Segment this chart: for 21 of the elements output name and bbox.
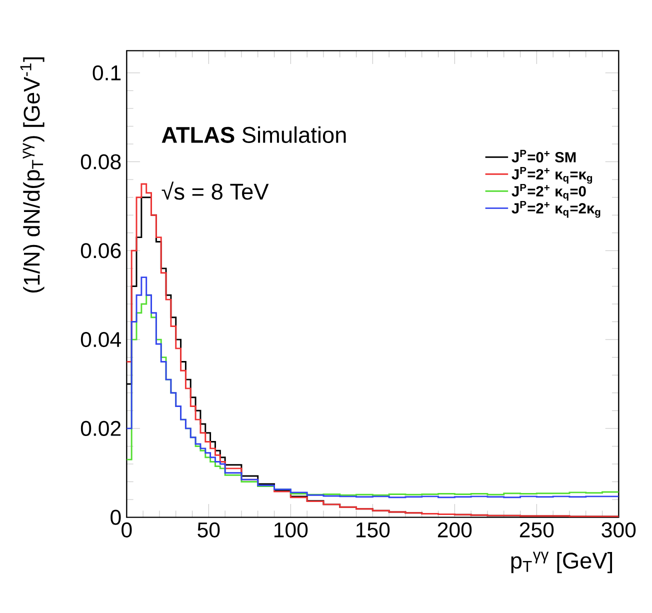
legend-label: J$^{P}$=0$^{+}$ SM	[512, 150, 576, 162]
legend-label: J$^{P}$=2$^{+}$ κ$_{q}$=0	[512, 184, 586, 201]
y-tick-label: 0.08	[80, 154, 121, 170]
legend-label: J$^{P}$=2$^{+}$ κ$_{q}$=κ$_{g}$	[512, 166, 592, 184]
annotation: √s = 8 TeV	[162, 181, 269, 200]
annotation: ATLAS Simulation	[162, 126, 346, 143]
x-tick-label: 100	[274, 522, 308, 538]
x-tick-label: 200	[438, 522, 472, 538]
x-tick-label: 300	[602, 522, 636, 538]
y-tick-label: 0.1	[92, 65, 121, 80]
x-tick-label: 0	[122, 522, 132, 538]
x-tick-label: 150	[356, 522, 390, 538]
legend-label: J$^{P}$=2$^{+}$ κ$_{q}$=2κ$_{g}$	[512, 200, 600, 218]
y-axis-title: (1/N) dN/d(p$_{T}$$^{γγ}$) [GeV$^{-1}$]	[20, 57, 44, 292]
x-tick-label: 250	[520, 522, 554, 538]
y-tick-label: 0	[110, 510, 121, 525]
y-tick-label: 0.06	[80, 242, 121, 258]
x-tick-label: 50	[198, 522, 220, 538]
y-tick-label: 0.04	[80, 332, 121, 347]
y-tick-label: 0.02	[80, 420, 121, 436]
x-axis-title: p$_{T}$$^{γγ}$ [GeV]	[511, 552, 612, 573]
